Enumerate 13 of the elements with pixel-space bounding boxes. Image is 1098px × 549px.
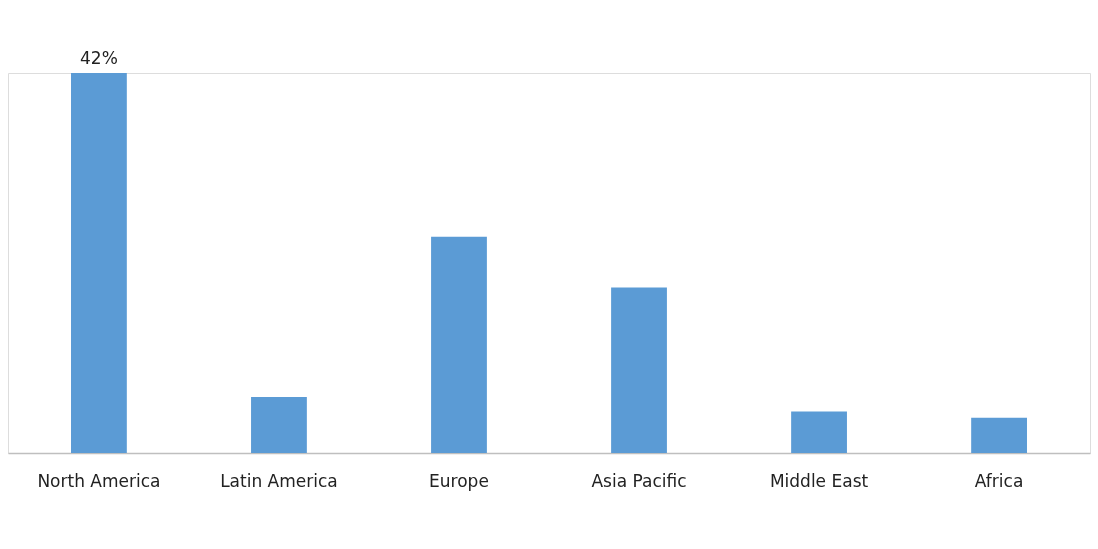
x-tick-label: Africa [974, 470, 1024, 491]
bar [431, 236, 487, 453]
x-tick-label: North America [37, 470, 161, 491]
x-tick-label: Europe [429, 470, 489, 491]
data-label: 42% [80, 48, 118, 68]
x-tick-label: Asia Pacific [591, 470, 687, 491]
bar [791, 411, 847, 453]
bar [611, 287, 667, 453]
bar [251, 396, 307, 453]
bar [71, 73, 127, 453]
bar [971, 417, 1027, 453]
x-tick-label: Middle East [769, 470, 869, 491]
x-tick-label: Latin America [220, 470, 338, 491]
